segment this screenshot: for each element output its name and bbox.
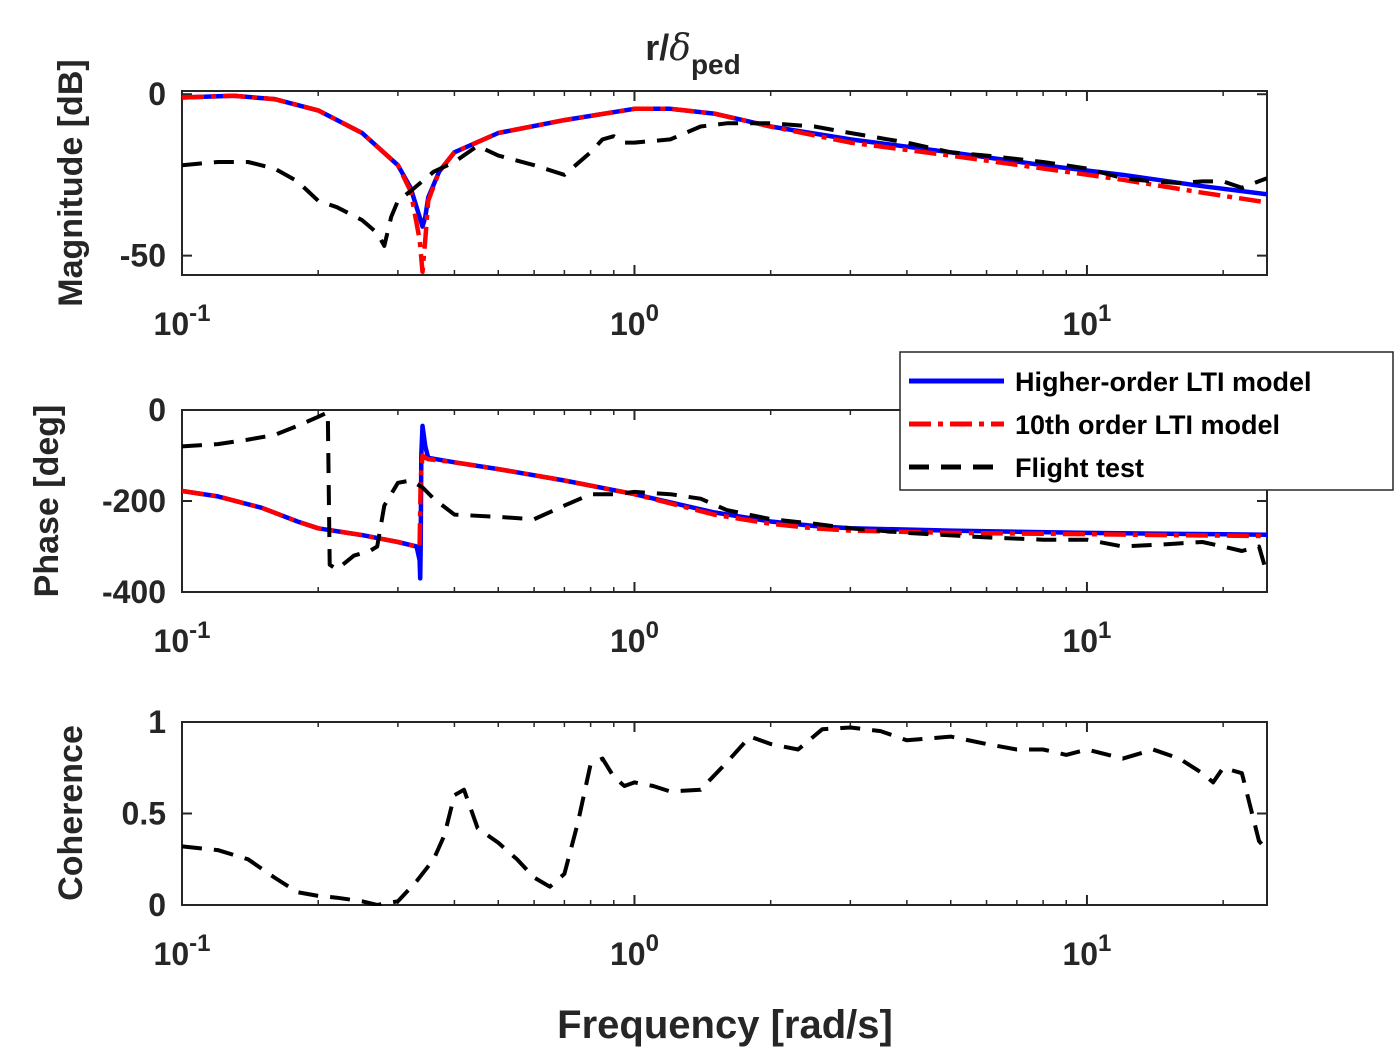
x-tick-base: 10 — [1062, 936, 1098, 972]
x-tick-exponent: 0 — [646, 930, 659, 957]
coherence-axes — [181, 721, 1268, 906]
coherence-y-tick-label: 0 — [148, 887, 166, 923]
x-tick-base: 10 — [1062, 623, 1098, 659]
phase-y-tick-label: 0 — [148, 392, 166, 428]
magnitude-10th-order-line — [182, 93, 1267, 275]
coherence-x-tick-label: 100 — [610, 930, 659, 972]
phase-x-tick-label: 100 — [610, 617, 659, 659]
phase-x-tick-label: 10-1 — [154, 617, 211, 659]
x-tick-base: 10 — [154, 306, 190, 342]
magnitude-x-tick-label: 10-1 — [154, 300, 211, 342]
magnitude-x-tick-label: 101 — [1062, 300, 1111, 342]
phase-y-tick-label: -200 — [102, 483, 166, 519]
x-tick-base: 10 — [154, 623, 190, 659]
x-tick-exponent: 0 — [646, 300, 659, 327]
magnitude-y-tick-label: -50 — [120, 238, 166, 274]
coherence-ylabel: Coherence — [52, 725, 90, 901]
title-symbol: δ — [669, 28, 691, 69]
coherence-series-group — [182, 725, 1267, 906]
legend-label-flight-test: Flight test — [1015, 453, 1144, 483]
magnitude-series-group — [182, 93, 1267, 275]
x-tick-exponent: 0 — [646, 617, 659, 644]
coherence-flight-test-line — [182, 725, 1267, 906]
magnitude-ylabel: Magnitude [dB] — [52, 59, 90, 306]
legend-label-10th-order: 10th order LTI model — [1015, 410, 1280, 440]
chart-title: r/δped — [645, 27, 740, 80]
title-main: r/ — [645, 27, 669, 68]
x-tick-exponent: 1 — [1098, 617, 1111, 644]
magnitude-flight-test-line — [182, 121, 1267, 248]
x-axis-label: Frequency [rad/s] — [557, 1003, 893, 1047]
phase-flight-test-line — [182, 410, 1267, 575]
phase-series-group — [182, 410, 1267, 581]
x-tick-exponent: -1 — [189, 300, 210, 327]
x-tick-exponent: -1 — [189, 930, 210, 957]
legend-label-higher-order: Higher-order LTI model — [1015, 367, 1312, 397]
coherence-y-tick-label: 1 — [148, 704, 166, 740]
x-tick-exponent: 1 — [1098, 300, 1111, 327]
x-tick-exponent: -1 — [189, 617, 210, 644]
phase-higher-order-line — [182, 423, 1267, 581]
x-tick-base: 10 — [610, 306, 646, 342]
coherence-y-tick-label: 0.5 — [122, 796, 166, 832]
x-tick-exponent: 1 — [1098, 930, 1111, 957]
magnitude-y-tick-label: 0 — [148, 76, 166, 112]
x-tick-base: 10 — [610, 623, 646, 659]
coherence-x-tick-label: 101 — [1062, 930, 1111, 972]
magnitude-axes — [181, 90, 1268, 276]
legend: Higher-order LTI model 10th order LTI mo… — [899, 351, 1394, 491]
x-tick-base: 10 — [154, 936, 190, 972]
title-subscript: ped — [691, 49, 741, 80]
magnitude-x-tick-label: 100 — [610, 300, 659, 342]
coherence-x-tick-label: 10-1 — [154, 930, 211, 972]
x-tick-base: 10 — [610, 936, 646, 972]
phase-x-tick-label: 101 — [1062, 617, 1111, 659]
phase-ylabel: Phase [deg] — [28, 405, 66, 598]
phase-y-tick-label: -400 — [102, 574, 166, 610]
x-tick-base: 10 — [1062, 306, 1098, 342]
